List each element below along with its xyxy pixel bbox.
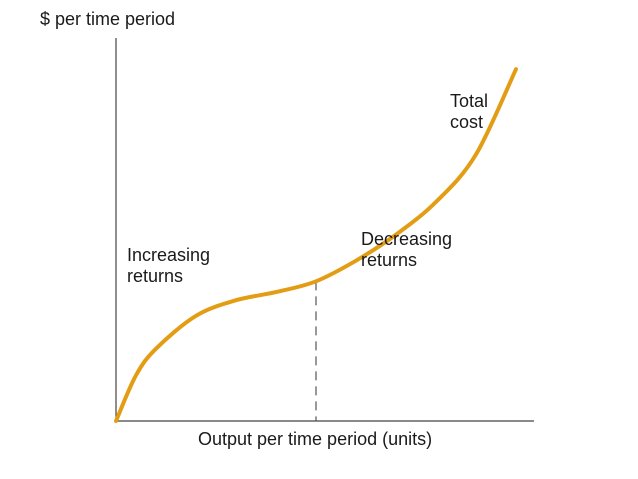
total-cost-curve: [114, 67, 518, 423]
increasing-returns-annotation: Increasing returns: [127, 245, 210, 287]
total-cost-annotation-line2: cost: [450, 112, 484, 132]
total-cost-annotation-line1: Total: [450, 91, 489, 111]
increasing-returns-line2: returns: [127, 266, 184, 286]
increasing-returns-line1: Increasing: [127, 245, 211, 265]
x-axis-label: Output per time period (units): [198, 429, 433, 449]
y-axis-label: $ per time period: [40, 9, 176, 29]
decreasing-returns-annotation: Decreasing returns: [361, 229, 452, 271]
total-cost-annotation: Total cost: [450, 91, 488, 133]
decreasing-returns-line1: Decreasing: [361, 229, 453, 249]
decreasing-returns-line2: returns: [361, 250, 418, 270]
